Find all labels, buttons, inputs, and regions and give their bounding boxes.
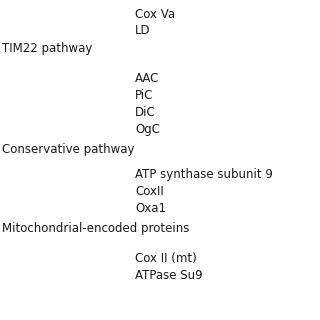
Text: ATPase Su9: ATPase Su9 — [135, 269, 203, 282]
Text: Cox II (mt): Cox II (mt) — [135, 252, 197, 265]
Text: DiC: DiC — [135, 106, 156, 119]
Text: Oxa1: Oxa1 — [135, 202, 166, 215]
Text: AAC: AAC — [135, 72, 159, 85]
Text: OgC: OgC — [135, 123, 160, 136]
Text: ATP synthase subunit 9: ATP synthase subunit 9 — [135, 168, 273, 181]
Text: LD: LD — [135, 24, 151, 37]
Text: CoxII: CoxII — [135, 185, 164, 198]
Text: Conservative pathway: Conservative pathway — [2, 143, 134, 156]
Text: Mitochondrial-encoded proteins: Mitochondrial-encoded proteins — [2, 222, 189, 235]
Text: PiC: PiC — [135, 89, 153, 102]
Text: Cox Va: Cox Va — [135, 8, 175, 21]
Text: TIM22 pathway: TIM22 pathway — [2, 42, 92, 55]
